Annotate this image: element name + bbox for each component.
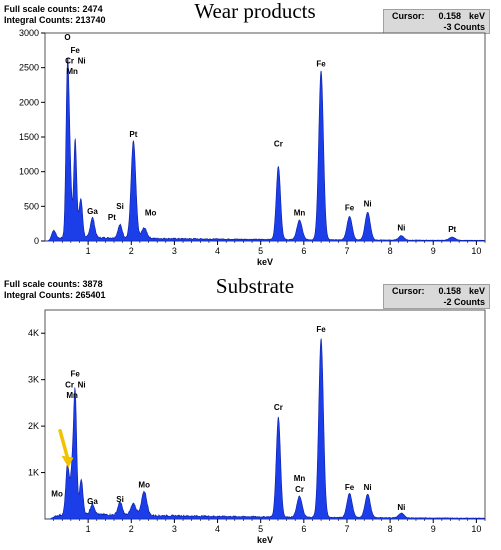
peak-label: Mn — [294, 474, 306, 483]
peak-label: Ni — [397, 503, 405, 512]
peak-label: Si — [116, 202, 124, 211]
y-tick-label: 4K — [28, 328, 39, 338]
x-tick-label: 4 — [215, 524, 220, 534]
peak-label: Cr — [295, 485, 304, 494]
cursor-unit: keV — [468, 11, 485, 21]
full-scale-value: 3878 — [82, 279, 103, 289]
peak-label: Mo — [51, 490, 63, 499]
cursor-readout: Cursor: 0.158 keV -2 Counts — [383, 284, 490, 309]
arrow-head — [61, 455, 74, 468]
y-tick-label: 2K — [28, 421, 39, 431]
x-tick-label: 6 — [301, 524, 306, 534]
y-tick-label: 2000 — [19, 97, 39, 107]
peak-label: Ni — [397, 224, 405, 233]
counts-readout: Full scale counts: 3878 Integral Counts:… — [4, 279, 106, 301]
integral-label: Integral Counts: — [4, 290, 73, 300]
full-scale-value: 2474 — [82, 4, 103, 14]
x-tick-label: 9 — [431, 524, 436, 534]
peak-label: Mo — [138, 480, 150, 489]
x-tick-label: 6 — [301, 246, 306, 256]
x-tick-label: 1 — [86, 246, 91, 256]
x-tick-label: 2 — [129, 524, 134, 534]
x-tick-label: 9 — [431, 246, 436, 256]
y-tick-label: 1K — [28, 468, 39, 478]
chart-title: Substrate — [215, 274, 295, 298]
spectrum-area — [45, 338, 486, 520]
cursor-readout: Cursor: 0.158 keV -3 Counts — [383, 9, 490, 34]
x-tick-label: 3 — [172, 246, 177, 256]
peak-label: Ni — [364, 483, 372, 492]
x-tick-label: 5 — [258, 524, 263, 534]
full-scale-label: Full scale counts: — [4, 4, 81, 14]
peak-label: Ni — [78, 57, 86, 66]
integral-value: 265401 — [75, 290, 106, 300]
peak-label: Ga — [87, 497, 98, 506]
x-tick-label: 2 — [129, 246, 134, 256]
peak-label: Mn — [66, 391, 78, 400]
peak-label: Pt — [108, 213, 116, 222]
substrate-panel: Full scale counts: 3878 Integral Counts:… — [0, 274, 501, 550]
peak-label: Ni — [78, 381, 86, 390]
x-tick-label: 4 — [215, 246, 220, 256]
peak-label: Pt — [129, 130, 137, 139]
y-tick-label: 1500 — [19, 132, 39, 142]
arrow-shaft — [58, 429, 70, 460]
peak-label: O — [64, 33, 70, 42]
peak-label: Fe — [345, 203, 355, 212]
y-tick-label: 0 — [34, 236, 39, 246]
peak-label: Cr — [65, 381, 74, 390]
integral-value: 213740 — [75, 15, 106, 25]
peak-label: Pt — [448, 225, 456, 234]
x-axis-label: keV — [257, 257, 273, 267]
cursor-unit: keV — [468, 286, 485, 296]
peak-label: Mn — [66, 67, 78, 76]
wear-products-panel: Full scale counts: 2474 Integral Counts:… — [0, 0, 501, 275]
peak-label: Ga — [87, 207, 98, 216]
counts-readout: Full scale counts: 2474 Integral Counts:… — [4, 4, 106, 26]
peak-label: Cr — [65, 57, 74, 66]
peak-label: Fe — [71, 46, 81, 55]
x-tick-label: 8 — [388, 524, 393, 534]
x-tick-label: 10 — [471, 246, 481, 256]
cursor-counts: -3 Counts — [443, 22, 486, 32]
x-tick-label: 7 — [344, 524, 349, 534]
cursor-counts: -2 Counts — [443, 297, 486, 307]
peak-label: Cr — [274, 403, 283, 412]
peak-label: Fe — [71, 369, 81, 378]
x-tick-label: 10 — [471, 524, 481, 534]
peak-label: Si — [116, 495, 124, 504]
integral-label: Integral Counts: — [4, 15, 73, 25]
chart-title: Wear products — [194, 0, 316, 23]
cursor-label: Cursor: — [392, 11, 425, 21]
x-tick-label: 7 — [344, 246, 349, 256]
spectrum-area — [44, 58, 486, 242]
x-tick-label: 3 — [172, 524, 177, 534]
y-tick-label: 1000 — [19, 167, 39, 177]
peak-label: Cr — [274, 140, 283, 149]
peak-label: Fe — [316, 325, 326, 334]
plot-area — [44, 309, 486, 520]
x-tick-label: 8 — [388, 246, 393, 256]
plot-area — [44, 32, 486, 242]
y-tick-label: 500 — [24, 201, 39, 211]
y-tick-label: 3K — [28, 375, 39, 385]
peak-label: Mn — [294, 208, 306, 217]
x-axis-label: keV — [257, 535, 273, 545]
cursor-value: 0.158 — [438, 11, 461, 21]
cursor-label: Cursor: — [392, 286, 425, 296]
peak-label: Mo — [145, 208, 157, 217]
cursor-value: 0.158 — [438, 286, 461, 296]
y-tick-label: 3000 — [19, 28, 39, 38]
x-tick-label: 5 — [258, 246, 263, 256]
y-tick-label: 2500 — [19, 63, 39, 73]
peak-label: Ni — [364, 199, 372, 208]
full-scale-label: Full scale counts: — [4, 279, 81, 289]
peak-label: Fe — [316, 59, 326, 68]
peak-label: Fe — [345, 483, 355, 492]
x-tick-label: 1 — [86, 524, 91, 534]
